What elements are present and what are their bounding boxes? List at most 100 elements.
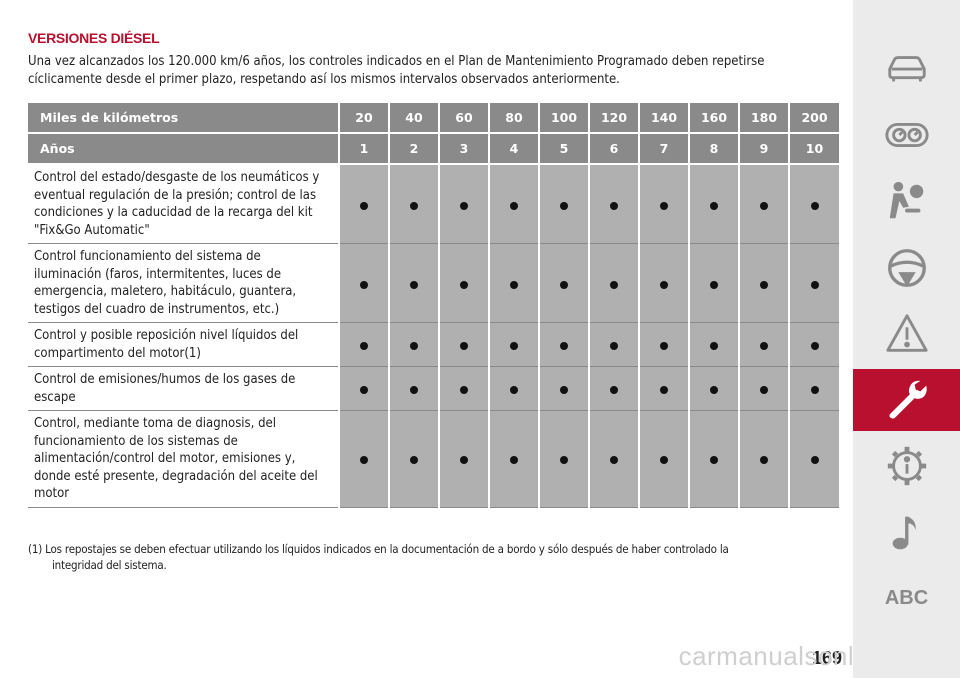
interval-cell: [588, 322, 639, 367]
interval-cell: [438, 366, 489, 411]
years-header-cell: 8: [688, 133, 739, 165]
sidebar-item-index[interactable]: ABC: [853, 567, 960, 629]
check-dot: [660, 456, 668, 465]
check-dot: [810, 386, 819, 394]
check-dot: [810, 342, 819, 350]
years-header-cell: 9: [738, 133, 789, 165]
check-dot: [660, 201, 668, 210]
interval-cell: [788, 243, 839, 323]
chapter-sidebar: ABC: [853, 0, 960, 678]
interval-cell: [788, 410, 839, 508]
interval-cell: [438, 410, 489, 508]
check-dot: [410, 201, 418, 210]
check-dot: [560, 386, 568, 394]
interval-cell: [388, 410, 439, 508]
info-gear-icon: [887, 446, 926, 486]
sidebar-item-technical-data[interactable]: [853, 435, 960, 497]
interval-cell: [488, 366, 539, 411]
check-dot: [710, 386, 718, 394]
sidebar-item-maintenance[interactable]: [853, 369, 960, 431]
check-dot: [360, 342, 368, 350]
sidebar-item-driving[interactable]: [853, 237, 960, 299]
check-dot: [460, 280, 468, 289]
years-header-cell: 3: [438, 133, 489, 165]
check-dot: [410, 386, 418, 394]
check-dot: [460, 342, 468, 350]
check-dot: [510, 280, 518, 289]
task-rows: Control del estado/desgaste de los neumá…: [28, 164, 839, 508]
km-header-label: Miles de kilómetros: [28, 103, 339, 134]
interval-cell: [738, 410, 789, 508]
interval-cell: [638, 164, 689, 244]
interval-cell: [488, 164, 539, 244]
check-dot: [660, 342, 668, 350]
km-header-cell: 40: [388, 103, 439, 134]
interval-cell: [738, 164, 789, 244]
interval-cell: [338, 410, 389, 508]
interval-cell: [338, 366, 389, 411]
interval-cell: [588, 366, 639, 411]
table-row: Control, mediante toma de diagnosis, del…: [28, 410, 839, 508]
check-dot: [810, 456, 819, 465]
car-icon: [887, 56, 926, 82]
check-dot: [810, 201, 819, 210]
sidebar-item-emergency[interactable]: [853, 303, 960, 365]
music-icon: [892, 516, 916, 550]
interval-cell: [788, 366, 839, 411]
years-header-cell: 2: [388, 133, 439, 165]
interval-cell: [638, 243, 689, 323]
maintenance-table: Miles de kilómetros 20 40 60 80 100 120 …: [28, 103, 839, 508]
section-title: VERSIONES DIÉSEL: [28, 30, 160, 46]
interval-cell: [788, 164, 839, 244]
check-dot: [760, 456, 768, 465]
interval-cell: [588, 164, 639, 244]
km-header-cell: 60: [438, 103, 489, 134]
check-dot: [360, 201, 368, 210]
interval-cell: [788, 322, 839, 367]
years-header-cell: 10: [788, 133, 839, 165]
index-abc-label: ABC: [884, 586, 929, 609]
table-row: Control y posible reposición nivel líqui…: [28, 322, 839, 367]
table-row: Control de emisiones/humos de los gases …: [28, 366, 839, 411]
interval-cell: [338, 243, 389, 323]
check-dot: [760, 280, 768, 289]
interval-cell: [588, 410, 639, 508]
check-dot: [560, 280, 568, 289]
interval-cell: [388, 164, 439, 244]
check-dot: [410, 456, 418, 465]
table-row: Control funcionamiento del sistema de il…: [28, 243, 839, 323]
check-dot: [560, 456, 568, 465]
sidebar-item-dashboard[interactable]: [853, 104, 960, 166]
footnote-line-1: (1) Los repostajes se deben efectuar uti…: [28, 542, 729, 556]
check-dot: [460, 201, 468, 210]
check-dot: [560, 201, 568, 210]
footnote-line-2: integridad del sistema.: [52, 558, 167, 572]
km-header-row: Miles de kilómetros 20 40 60 80 100 120 …: [28, 103, 839, 134]
check-dot: [810, 280, 819, 289]
check-dot: [510, 201, 518, 210]
wrench-icon: [889, 380, 927, 419]
interval-cell: [688, 164, 739, 244]
interval-cell: [438, 243, 489, 323]
check-dot: [410, 342, 418, 350]
interval-cell: [488, 243, 539, 323]
page-number: 169: [812, 648, 843, 668]
interval-cell: [388, 366, 439, 411]
check-dot: [560, 342, 568, 350]
sidebar-item-car[interactable]: [853, 38, 960, 100]
interval-cell: [538, 322, 589, 367]
interval-cell: [688, 410, 739, 508]
years-header-label: Años: [28, 133, 339, 165]
check-dot: [710, 456, 718, 465]
airbag-icon: [889, 181, 923, 219]
check-dot: [460, 386, 468, 394]
check-dot: [510, 456, 518, 465]
km-header-cell: 200: [788, 103, 839, 134]
sidebar-item-multimedia[interactable]: [853, 501, 960, 563]
interval-cell: [538, 164, 589, 244]
interval-cell: [638, 366, 689, 411]
sidebar-item-safety[interactable]: [853, 170, 960, 232]
check-dot: [610, 201, 618, 210]
interval-cell: [338, 322, 389, 367]
footnote: (1) Los repostajes se deben efectuar uti…: [28, 541, 828, 573]
